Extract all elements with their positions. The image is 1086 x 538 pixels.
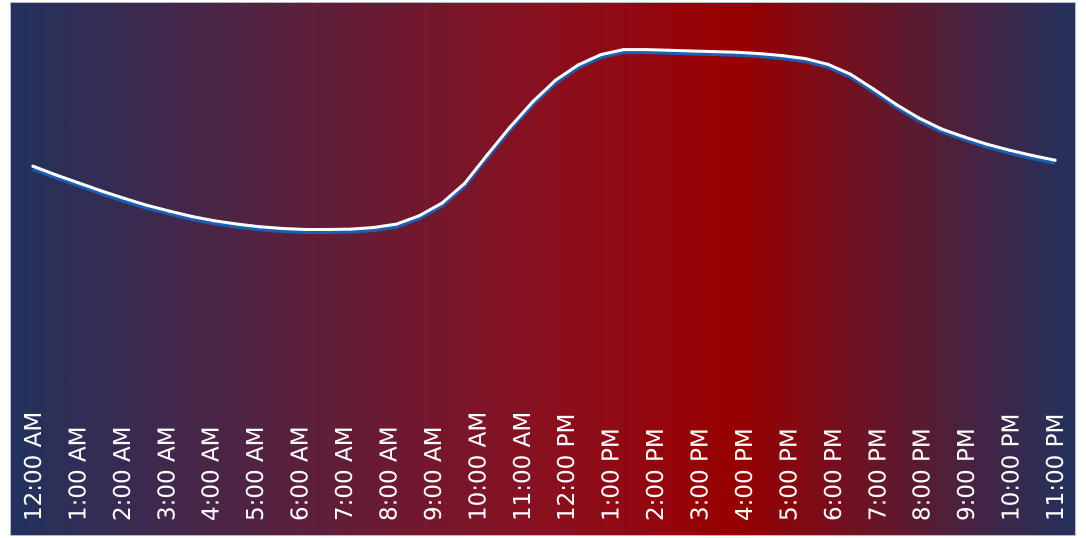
x-tick-label: 9:00 PM (954, 428, 980, 521)
x-tick-label: 1:00 AM (65, 426, 91, 521)
data-point (780, 54, 785, 58)
data-point (531, 100, 535, 104)
data-point (326, 227, 330, 232)
data-point (508, 125, 512, 129)
x-tick-label: 6:00 AM (288, 426, 314, 521)
data-point (417, 214, 421, 218)
data-point (76, 181, 80, 185)
data-point (826, 62, 830, 66)
chart: 12:00 AM 1:00 AM 2:00 AM 3:00 AM 4:00 AM 5:00… (11, 3, 1075, 535)
data-point (871, 87, 875, 91)
data-point (440, 201, 444, 205)
x-tick-label: 1:00 PM (599, 428, 625, 521)
x-tick-label: 3:00 PM (688, 428, 714, 521)
data-point (167, 209, 171, 213)
data-point (258, 225, 262, 229)
data-points (31, 48, 1057, 232)
data-point (54, 173, 58, 177)
data-point (735, 50, 739, 54)
data-point (599, 53, 603, 57)
x-tick-label: 12:00 AM (21, 412, 47, 521)
data-point (281, 226, 285, 231)
data-point (712, 50, 716, 54)
data-point (667, 48, 671, 52)
series-line (32, 48, 1056, 231)
x-tick-label: 7:00 PM (865, 428, 891, 521)
x-tick-label: 9:00 AM (421, 426, 447, 521)
x-axis-tick-labels: 12:00 AM 1:00 AM 2:00 AM 3:00 AM 4:00 AM 5:00… (21, 412, 1069, 521)
data-point (1030, 153, 1034, 158)
x-tick-label: 2:00 AM (110, 426, 136, 521)
data-point (985, 142, 989, 146)
chart-frame: 12:00 AM 1:00 AM 2:00 AM 3:00 AM 4:00 AM 5:00… (10, 2, 1076, 536)
x-tick-label: 11:00 PM (1043, 414, 1069, 521)
x-tick-label: 11:00 AM (510, 412, 536, 521)
drop-lines (32, 49, 1056, 351)
data-point (849, 72, 853, 76)
data-point (576, 63, 580, 67)
data-point (803, 57, 807, 61)
data-point (213, 219, 217, 223)
series-line-shadow (32, 50, 1056, 234)
x-tick-label: 6:00 PM (821, 428, 847, 521)
data-point (690, 49, 694, 53)
x-tick-label: 8:00 PM (910, 428, 936, 521)
data-point (621, 48, 626, 52)
x-tick-label: 2:00 PM (643, 428, 669, 521)
data-point (962, 135, 966, 139)
data-point (349, 227, 353, 231)
data-point (122, 196, 126, 200)
x-tick-label: 10:00 AM (465, 412, 491, 521)
data-point (644, 48, 648, 52)
x-tick-label: 5:00 AM (243, 426, 269, 521)
data-point (145, 203, 149, 207)
data-point (235, 222, 239, 226)
data-point (939, 127, 944, 131)
data-point (758, 52, 762, 56)
data-point (894, 102, 898, 106)
data-point (462, 181, 467, 186)
data-point (303, 227, 308, 232)
data-point (394, 222, 398, 226)
data-point (190, 214, 194, 219)
data-point (553, 78, 558, 82)
data-point (1008, 148, 1012, 152)
x-tick-label: 12:00 PM (554, 414, 580, 521)
data-point (372, 225, 376, 230)
x-tick-label: 4:00 PM (732, 428, 758, 521)
x-tick-label: 3:00 AM (154, 426, 180, 521)
x-tick-label: 8:00 AM (377, 426, 403, 521)
x-tick-label: 4:00 AM (199, 426, 225, 521)
data-point (485, 153, 489, 157)
data-point (1053, 158, 1057, 162)
x-tick-label: 5:00 PM (776, 428, 802, 521)
data-point (99, 189, 103, 193)
x-tick-label: 7:00 AM (332, 426, 358, 521)
data-point (917, 116, 921, 120)
x-tick-label: 10:00 PM (999, 414, 1025, 521)
data-point (31, 164, 35, 168)
